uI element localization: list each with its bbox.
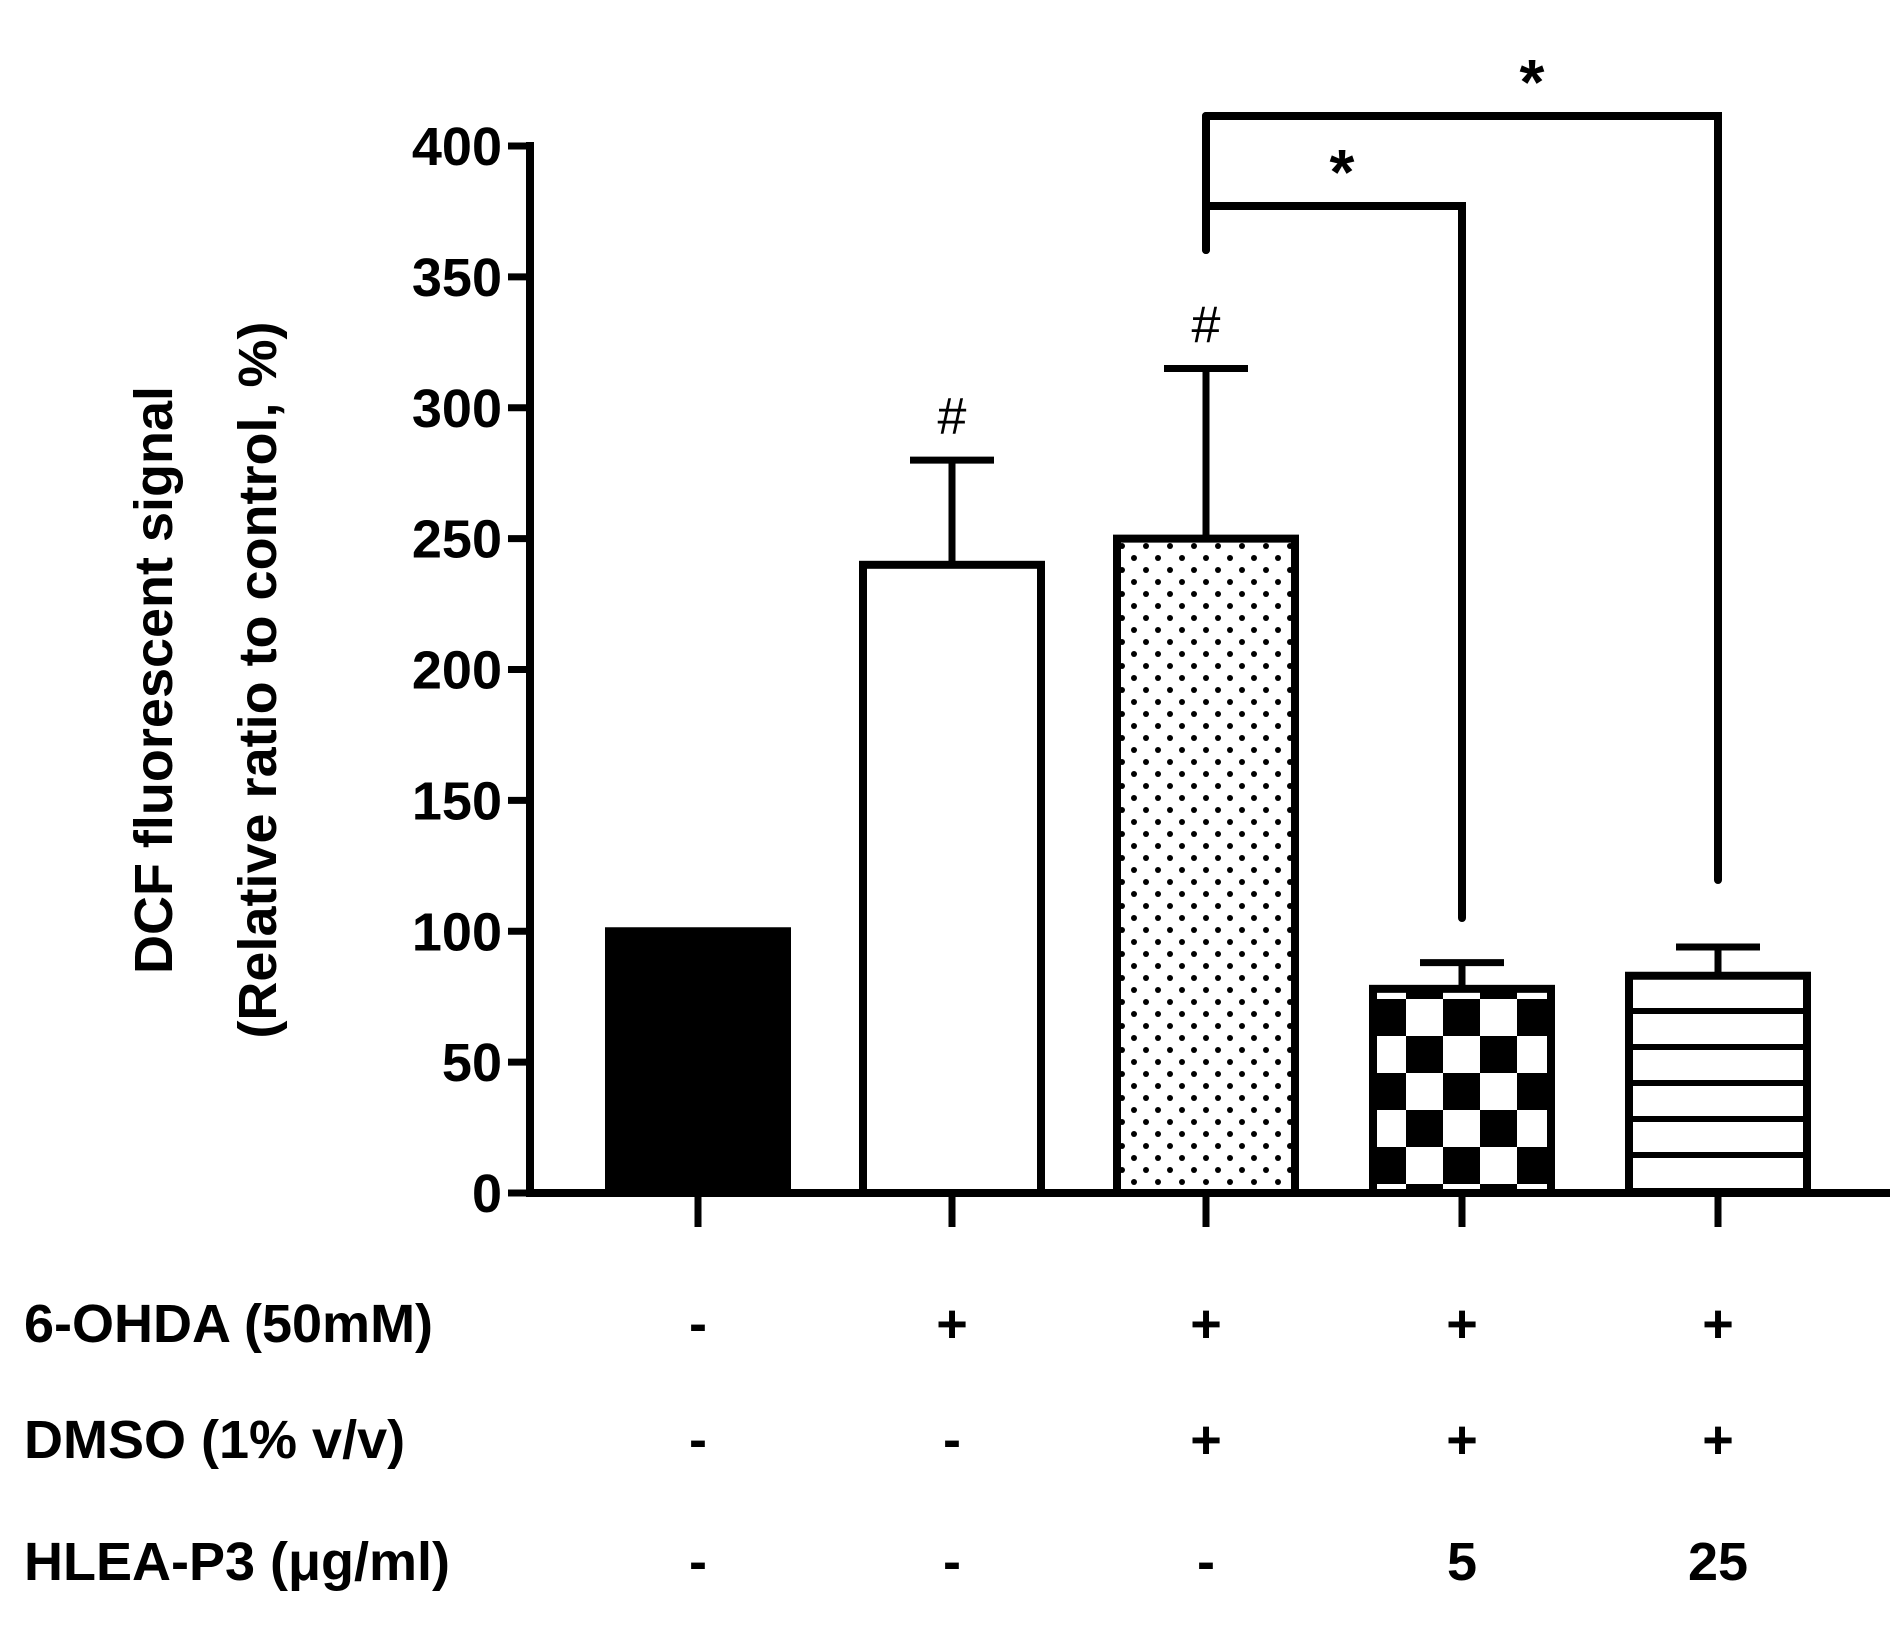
condition-value-2-5: + bbox=[1702, 1410, 1734, 1470]
y-tick-label-50: 50 bbox=[442, 1033, 502, 1093]
bar-2 bbox=[859, 560, 1045, 1197]
condition-value-2-2: - bbox=[943, 1410, 961, 1470]
significance-star-2: * bbox=[1520, 46, 1545, 118]
annotations: # # * * bbox=[938, 46, 1722, 922]
condition-value-2-4: + bbox=[1446, 1410, 1478, 1470]
y-tick-label-300: 300 bbox=[412, 379, 502, 439]
y-axis-title-line-1: DCF fluorescent signal bbox=[124, 386, 184, 974]
y-tick-label-400: 400 bbox=[412, 117, 502, 177]
y-tick-label-150: 150 bbox=[412, 771, 502, 831]
significance-marker-2: # bbox=[938, 388, 967, 446]
y-axis-title-line-2: (Relative ratio to control, %) bbox=[228, 321, 288, 1038]
y-tick-label-100: 100 bbox=[412, 902, 502, 962]
bar-5 bbox=[1625, 971, 1811, 1197]
condition-label-3: HLEA-P3 (μg/ml) bbox=[24, 1532, 450, 1592]
condition-value-3-3: - bbox=[1197, 1532, 1215, 1592]
y-tick-label-0: 0 bbox=[472, 1164, 502, 1224]
condition-value-1-4: + bbox=[1446, 1294, 1478, 1354]
condition-value-1-1: - bbox=[689, 1294, 707, 1354]
significance-star-1: * bbox=[1330, 136, 1355, 208]
condition-value-3-2: - bbox=[943, 1532, 961, 1592]
y-tick-label-200: 200 bbox=[412, 641, 502, 701]
condition-value-2-3: + bbox=[1190, 1410, 1222, 1470]
y-axis-title: DCF fluorescent signal (Relative ratio t… bbox=[124, 321, 288, 1038]
axes: 0 50 100 150 200 250 300 350 400 bbox=[412, 117, 1890, 1227]
significance-marker-3: # bbox=[1192, 296, 1221, 354]
bar-3 bbox=[1113, 534, 1299, 1197]
condition-value-1-5: + bbox=[1702, 1294, 1734, 1354]
condition-value-1-2: + bbox=[936, 1294, 968, 1354]
condition-table: 6-OHDA (50mM) - + + + + DMSO (1% v/v) - - + + + HLEA… bbox=[24, 1294, 1748, 1592]
condition-label-2: DMSO (1% v/v) bbox=[24, 1410, 405, 1470]
condition-value-1-3: + bbox=[1190, 1294, 1222, 1354]
condition-value-3-5: 25 bbox=[1688, 1532, 1748, 1592]
y-tick-label-250: 250 bbox=[412, 510, 502, 570]
y-tick-label-350: 350 bbox=[412, 248, 502, 308]
significance-bracket-2 bbox=[1202, 112, 1722, 884]
bar-4 bbox=[1369, 984, 1555, 1198]
condition-value-3-1: - bbox=[689, 1532, 707, 1592]
condition-value-3-4: 5 bbox=[1447, 1532, 1477, 1592]
condition-label-1: 6-OHDA (50mM) bbox=[24, 1294, 433, 1354]
condition-value-2-1: - bbox=[689, 1410, 707, 1470]
bar-1 bbox=[605, 927, 791, 1197]
bars bbox=[605, 364, 1811, 1198]
